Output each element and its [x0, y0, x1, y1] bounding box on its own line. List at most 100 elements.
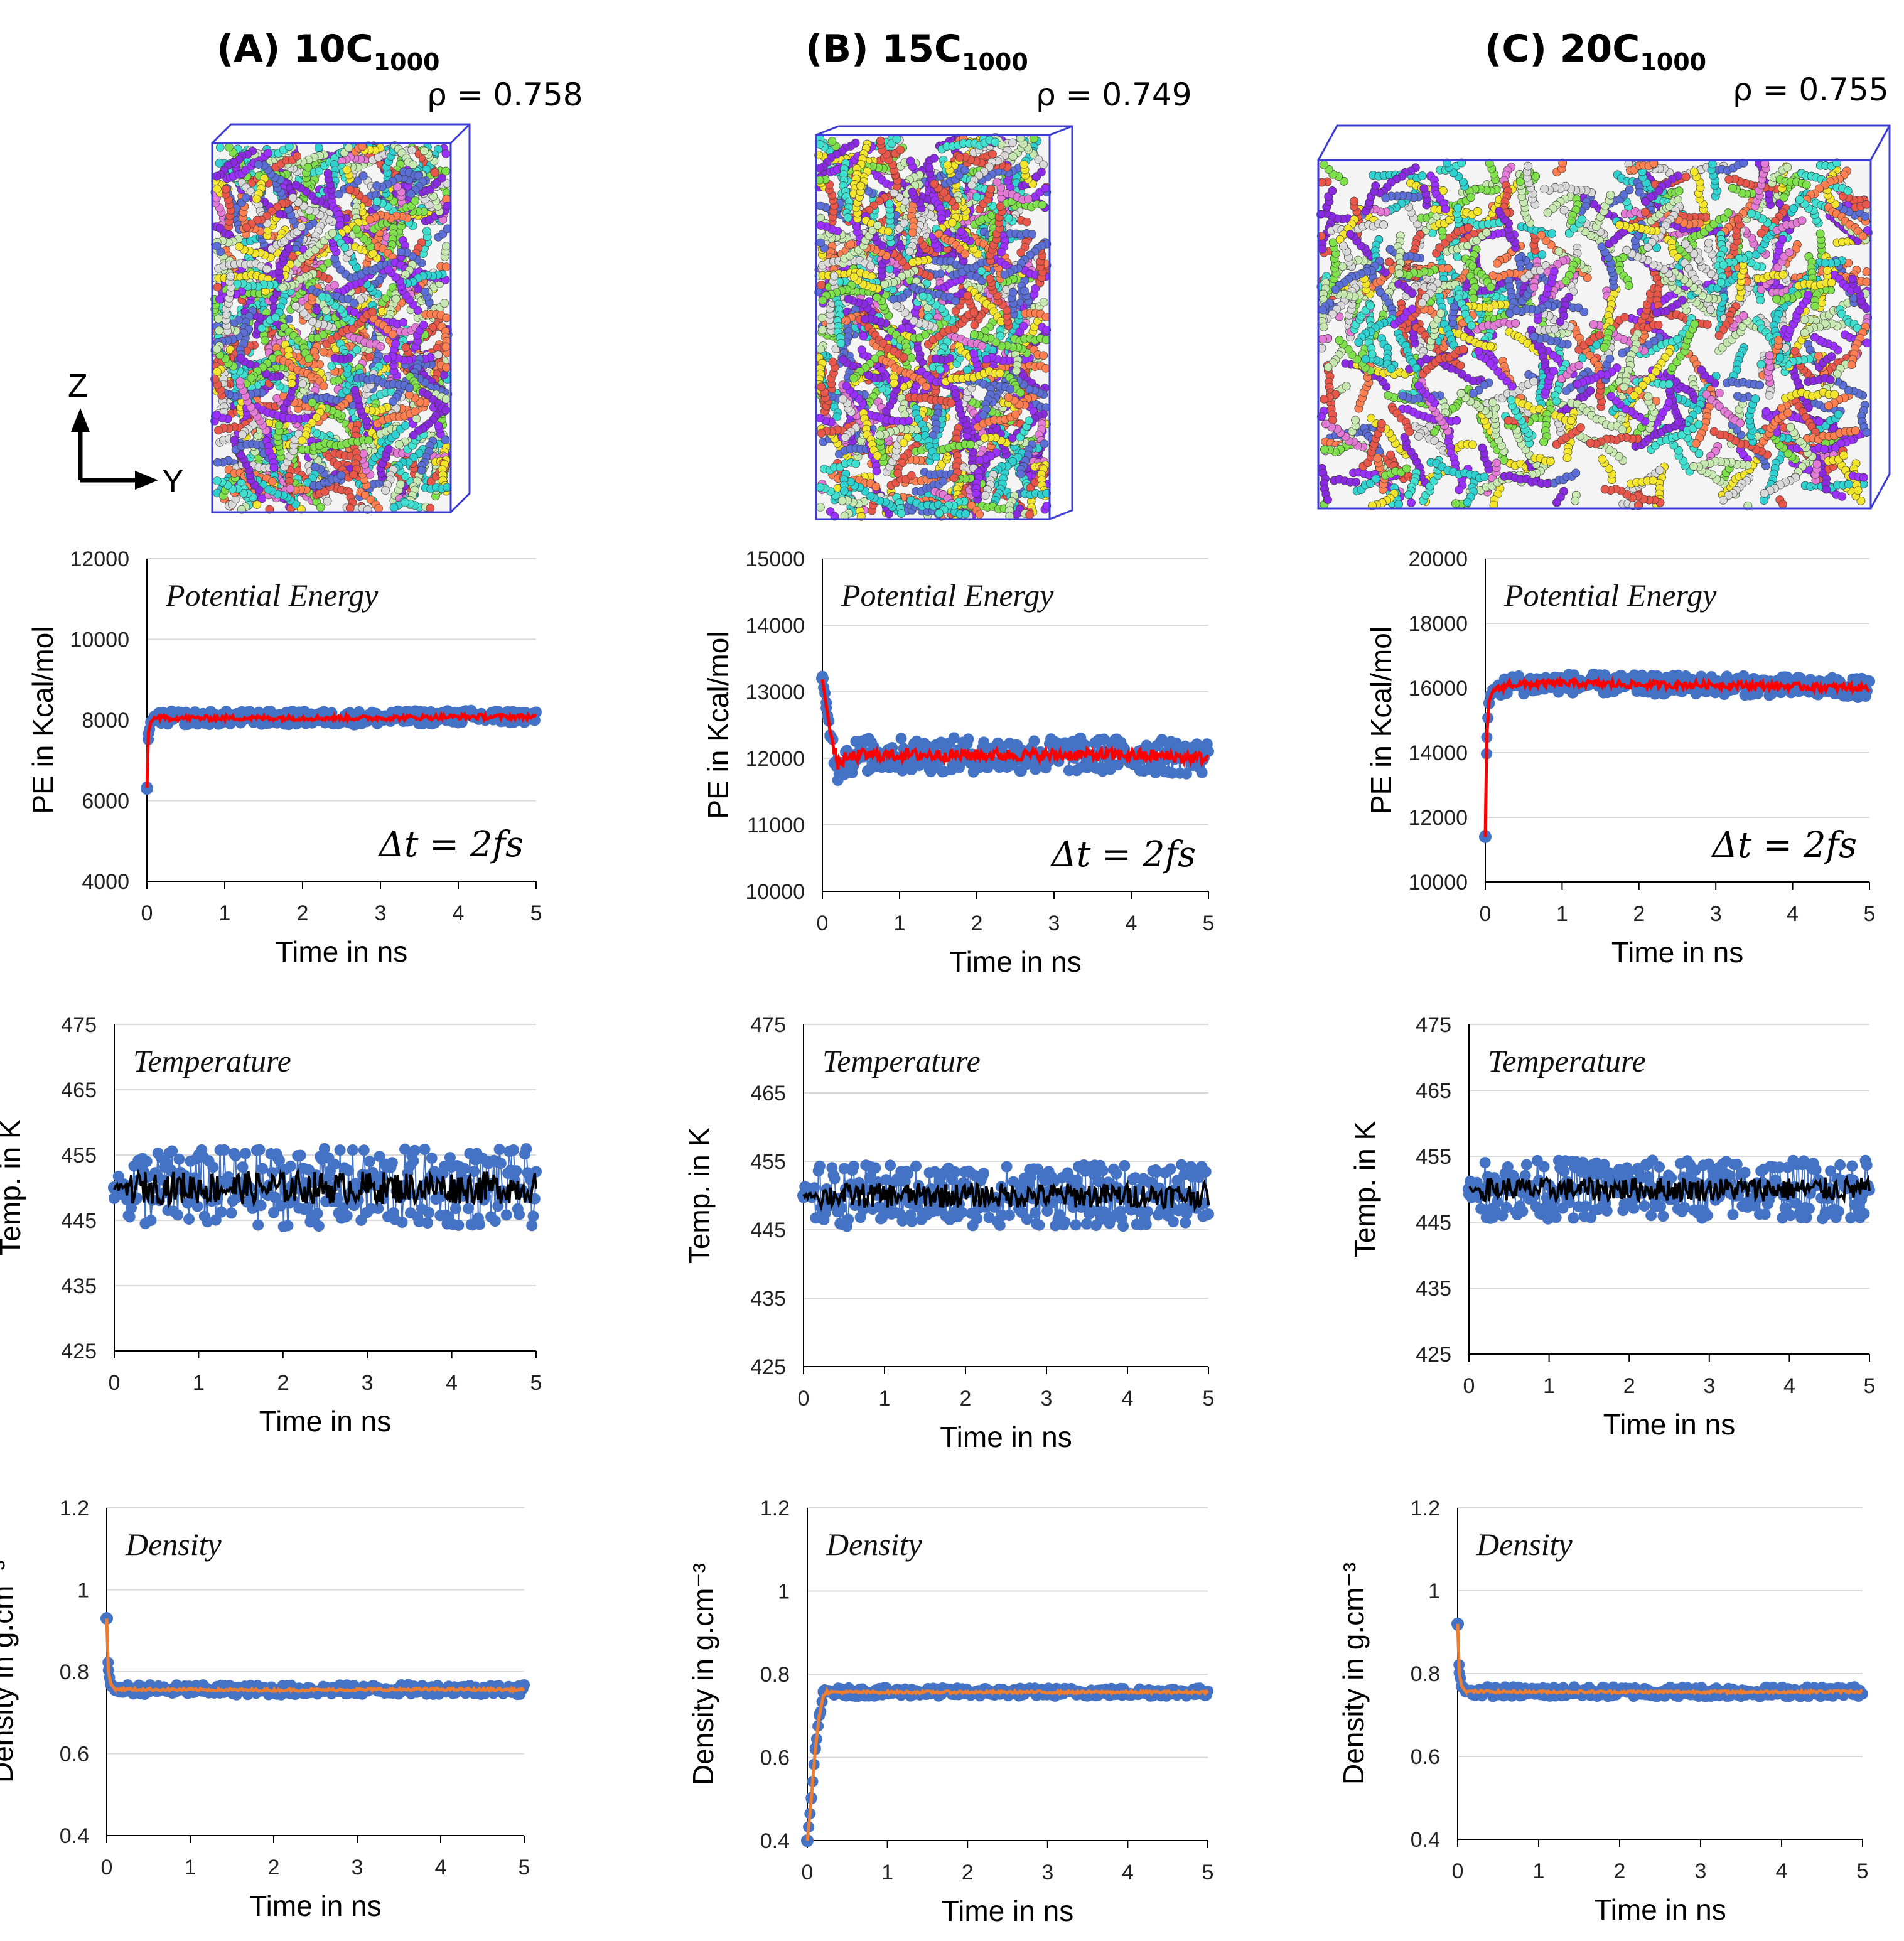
chain-bead [389, 503, 399, 512]
chain-bead [434, 421, 443, 431]
chain-bead [388, 330, 397, 339]
chain-bead [340, 243, 350, 252]
chain-bead [988, 149, 997, 159]
chain-bead [442, 363, 451, 372]
chain-bead [342, 165, 352, 175]
chain-bead [368, 307, 377, 316]
chain-bead [241, 193, 250, 202]
column-title-a: (A) 10C1000 [217, 27, 439, 76]
chain-bead [392, 294, 401, 304]
chain-beads [210, 141, 453, 514]
chain-bead [441, 394, 451, 404]
chain-bead [238, 430, 247, 439]
chain-bead [213, 476, 222, 485]
chain-bead [409, 431, 418, 440]
chain-bead [442, 313, 451, 323]
chain-bead [349, 299, 358, 308]
chain-bead [213, 458, 222, 467]
chain-bead [316, 503, 325, 512]
rho-label-a: ρ = 0.758 [427, 77, 583, 113]
chain-bead [365, 215, 375, 224]
chain-bead [397, 247, 406, 257]
chain-bead [330, 281, 339, 290]
chain-bead [308, 398, 317, 407]
chain-bead [441, 242, 451, 251]
chain-bead [252, 500, 262, 509]
chain-bead [212, 345, 222, 353]
chain-bead [262, 264, 271, 274]
chain-bead [441, 406, 451, 415]
chain-bead [291, 301, 300, 311]
chain-bead [389, 397, 398, 406]
chain-bead [235, 242, 244, 251]
chain-bead [212, 171, 222, 181]
chain-bead [226, 272, 235, 281]
chain-bead [441, 435, 450, 444]
chain-bead [215, 159, 224, 168]
title-name-c: 20C [1560, 27, 1640, 71]
rho-label-b: ρ = 0.749 [1036, 77, 1192, 113]
chain-bead [298, 436, 307, 445]
chain-bead [396, 480, 406, 489]
chain-bead [212, 185, 222, 193]
chain-bead [291, 181, 301, 190]
chain-bead [314, 143, 323, 152]
chain-bead [288, 193, 298, 202]
chain-bead [330, 353, 340, 363]
chain-bead [242, 223, 251, 232]
chain-bead [421, 288, 430, 296]
chain-bead [409, 160, 417, 169]
chain-bead [214, 314, 223, 323]
title-name-a: 10C [293, 27, 374, 71]
chain-bead [312, 306, 321, 315]
chain-beads [814, 133, 1052, 521]
title-letter-a: (A) [217, 27, 280, 71]
chain-bead [422, 227, 431, 236]
chain-bead [212, 411, 221, 419]
chain-bead [406, 190, 416, 198]
chain-bead [419, 321, 428, 330]
chain-bead [304, 354, 313, 363]
chain-bead [417, 466, 426, 475]
chain-bead [383, 354, 392, 363]
chain-bead [214, 426, 223, 435]
chain-bead [384, 444, 393, 454]
chain-bead [271, 313, 280, 322]
chain-bead [440, 299, 449, 308]
chain-bead [328, 229, 337, 238]
chain-bead [430, 168, 439, 178]
chain-bead [318, 293, 327, 301]
chain-bead [401, 421, 410, 430]
chain-bead [374, 504, 383, 513]
column-title-c: (C) 20C1000 [1485, 27, 1706, 76]
chain-bead [269, 463, 279, 473]
chain-bead [426, 503, 435, 513]
chain-bead [372, 197, 382, 206]
chain-bead [254, 160, 263, 169]
chain-bead [352, 225, 361, 234]
chain-bead [441, 262, 451, 271]
chain-bead [284, 244, 293, 253]
chain-bead [816, 503, 825, 512]
chain-bead [407, 146, 417, 154]
chain-bead [359, 171, 368, 181]
title-letter-b: (B) [805, 27, 869, 71]
chain-bead [261, 336, 269, 345]
chain-bead [298, 379, 307, 389]
chain-bead [345, 503, 355, 513]
chain-bead [411, 407, 420, 416]
box-depth-edge [449, 123, 471, 144]
snapshot-b [814, 125, 1073, 521]
chain-bead [301, 414, 310, 423]
chain-bead [311, 463, 320, 471]
chain-bead [235, 377, 245, 386]
chain-bead [236, 353, 245, 363]
chain-bead [352, 345, 362, 354]
title-sub-a: 1000 [374, 48, 440, 76]
chain-bead [213, 367, 222, 377]
chain-bead [213, 282, 222, 292]
chain-bead [215, 294, 224, 304]
chain-bead [286, 484, 295, 493]
chain-bead [274, 421, 284, 430]
chain-bead [323, 169, 333, 178]
